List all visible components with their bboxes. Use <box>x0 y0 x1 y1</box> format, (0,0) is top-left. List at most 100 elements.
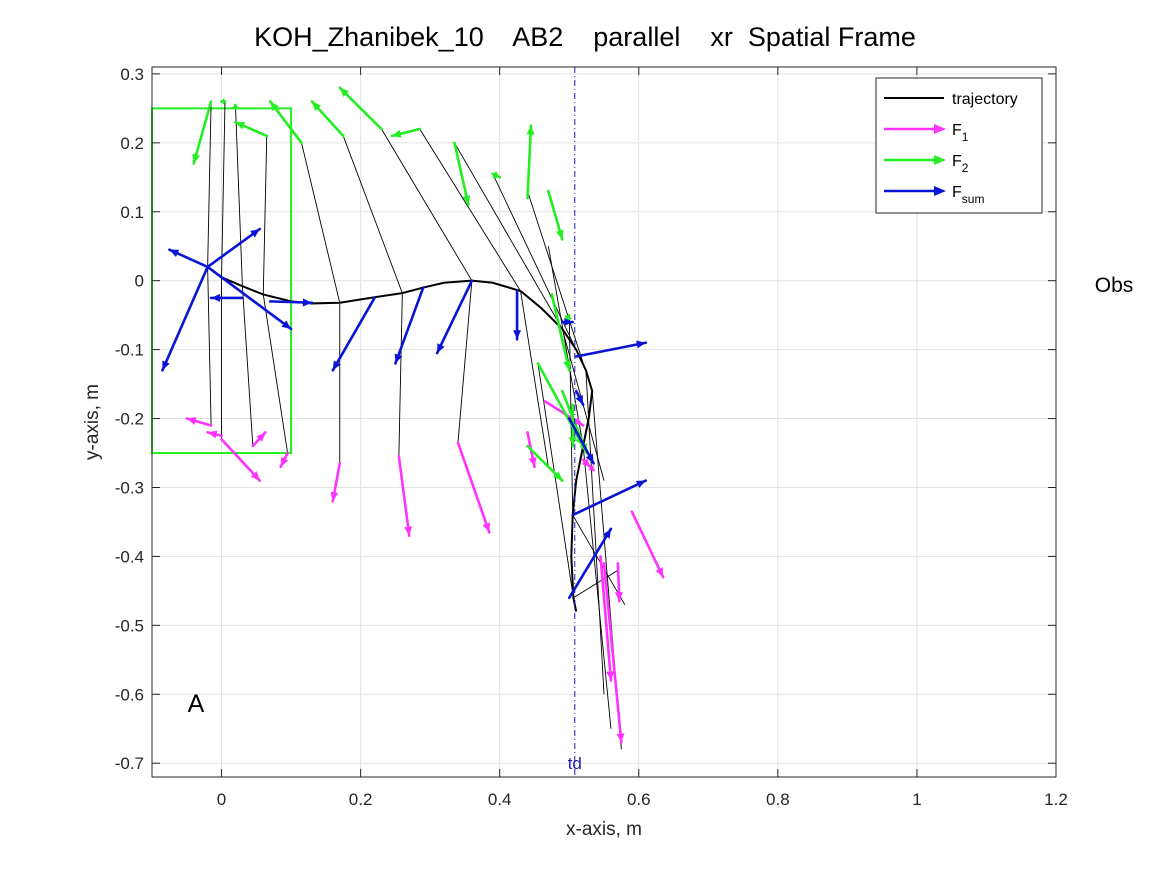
x-tick-label-4: 0.8 <box>766 790 790 809</box>
fsum-arrow-0-head <box>169 249 180 258</box>
y-tick-label-3: 0 <box>135 272 144 291</box>
f2-arrow-6-shaft <box>338 86 383 131</box>
f1-arrow-6-head <box>404 526 413 536</box>
f2-arrow-1-head <box>221 97 225 106</box>
f1-arrow-14-shaft <box>602 562 623 744</box>
fsum-arrow-6-head <box>332 360 341 371</box>
f1-arrow-14 <box>602 562 625 744</box>
fsum-arrow-8 <box>435 279 474 355</box>
fsum-arrow-13-head <box>602 528 611 539</box>
fsum-arrow-13-shaft <box>567 527 613 600</box>
f2-arrow-12 <box>550 293 572 372</box>
legend-item-0: trajectory <box>884 91 1018 108</box>
f1-arrow-15 <box>587 464 595 472</box>
f2-arrow-11-head <box>555 229 564 240</box>
fsum-arrow-3-shaft <box>206 265 293 331</box>
legend-label-0: trajectory <box>952 91 1018 108</box>
f1-arrow-6-shaft <box>397 455 411 538</box>
y-axis-label: y-axis, m <box>82 384 103 460</box>
link-line-1 <box>221 101 226 440</box>
x-tick-label-3: 0.6 <box>627 790 651 809</box>
f2-arrow-11 <box>547 189 564 241</box>
f2-arrow-10-head <box>526 125 535 135</box>
f1-arrow-1 <box>206 430 223 439</box>
f1-arrow-13-shaft <box>599 555 613 682</box>
x-tick-label-2: 0.4 <box>488 790 512 809</box>
fsum-arrow-2 <box>206 227 262 269</box>
axes-frame <box>151 66 1057 778</box>
f1-arrow-2 <box>220 437 262 482</box>
fsum-arrow-15-head <box>564 318 573 327</box>
fsum-arrow-3 <box>206 265 293 331</box>
fsum-arrow-1-shaft <box>161 265 209 372</box>
fsum-arrow-layer <box>161 227 648 600</box>
fsum-arrow-6-shaft <box>331 296 376 372</box>
f1-arrow-13 <box>599 555 615 682</box>
fsum-arrow-10 <box>574 340 648 358</box>
f2-arrow-17-head <box>568 437 577 447</box>
legend-subscript-1: 1 <box>962 130 969 144</box>
x-tick-label-1: 0.2 <box>349 790 373 809</box>
fsum-arrow-13 <box>567 527 613 600</box>
f2-arrow-6-head <box>339 87 349 97</box>
f1-arrow-5 <box>330 462 342 503</box>
y-tick-label-7: -0.4 <box>115 547 144 566</box>
trajectory-layer <box>207 266 594 612</box>
f2-arrow-15-head <box>553 471 563 481</box>
f1-arrow-10 <box>581 458 592 469</box>
f2-arrow-0-head <box>192 153 201 164</box>
f2-arrow-9 <box>491 170 501 179</box>
f1-arrow-2-head <box>250 471 260 481</box>
f1-arrow-5-head <box>330 491 339 502</box>
f1-arrow-11 <box>630 510 665 579</box>
f2-arrow-8-shaft <box>453 141 470 207</box>
legend-subscript-3: sum <box>962 192 985 206</box>
fsum-arrow-14 <box>567 417 595 465</box>
fsum-arrow-7-shaft <box>394 286 425 365</box>
f1-arrow-7-head <box>482 522 491 533</box>
f2-arrow-8 <box>453 141 471 207</box>
fsum-arrow-5-head <box>302 298 312 307</box>
f1-arrow-2-shaft <box>220 437 262 482</box>
fsum-arrow-7 <box>394 286 425 365</box>
fsum-arrow-0 <box>168 248 209 269</box>
f1-arrow-13-head <box>606 671 615 681</box>
x-axis-label: x-axis, m <box>566 819 642 840</box>
fsum-arrow-12 <box>571 479 648 517</box>
fsum-arrow-8-shaft <box>435 279 474 355</box>
tick-labels: 0 0.2 0.4 0.6 0.8 1 1.2 0.3 0.2 0.1 0 -0.1 -0.2 -0.3 -… <box>115 65 1068 809</box>
f1-arrow-10-head <box>581 458 591 467</box>
link-line-5 <box>342 135 403 457</box>
f1-arrow-12-head <box>614 592 623 602</box>
side-annotation: Obs <box>1095 274 1134 297</box>
f1-arrow-6 <box>397 455 413 538</box>
y-tick-label-1: 0.2 <box>120 134 144 153</box>
f2-arrow-9-head <box>492 170 500 179</box>
link-line-12 <box>568 315 626 605</box>
fsum-arrow-14-head <box>585 453 594 464</box>
fsum-arrow-10-shaft <box>574 341 648 358</box>
legend-swatch-head-3 <box>934 186 946 196</box>
fsum-arrow-9-head <box>513 330 522 340</box>
fsum-arrow-5 <box>268 298 314 307</box>
f1-arrow-4-head <box>280 456 289 467</box>
fsum-arrow-4-head <box>211 293 221 302</box>
y-tick-label-4: -0.1 <box>115 341 144 360</box>
fsum-arrow-12-shaft <box>571 479 648 517</box>
fsum-arrow-15 <box>560 318 575 327</box>
f1-arrow-7-shaft <box>456 441 491 534</box>
fsum-arrow-2-head <box>250 228 260 238</box>
link-line-8 <box>454 142 605 481</box>
fsum-arrow-10-head <box>636 340 646 349</box>
f1-arrow-12 <box>614 562 623 603</box>
legend-subscript-2: 2 <box>962 161 969 175</box>
f2-arrow-12-head <box>563 360 572 371</box>
f2-arrow-10-shaft <box>526 124 533 200</box>
f2-arrow-6 <box>338 86 383 131</box>
axes-box <box>151 66 1057 778</box>
fsum-arrow-11-head <box>575 394 584 405</box>
y-tick-label-8: -0.5 <box>115 616 144 635</box>
fsum-arrow-4 <box>209 293 244 302</box>
